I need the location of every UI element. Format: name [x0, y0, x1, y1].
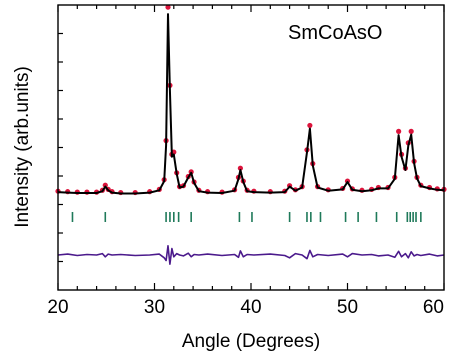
compound-label: SmCoAsO	[288, 22, 382, 44]
axis-ticks	[57, 5, 445, 290]
x-tick-label: 60	[423, 297, 444, 318]
observed-point	[165, 4, 171, 10]
x-tick-label: 50	[337, 297, 358, 318]
observed-point	[396, 128, 402, 134]
x-axis-title: Angle (Degrees)	[182, 331, 320, 352]
bragg-tick-series	[71, 212, 422, 222]
plot-frame	[57, 4, 445, 291]
observed-series	[55, 4, 447, 196]
x-tick-labels: 20 30 40 50 60	[47, 297, 444, 318]
y-axis-title: Intensity (arb.units)	[12, 66, 33, 228]
observed-point	[307, 122, 313, 129]
observed-point	[408, 128, 414, 134]
x-tick-label: 30	[144, 297, 165, 318]
difference-line	[57, 245, 445, 266]
x-tick-label: 20	[47, 297, 68, 318]
calculated-line	[57, 13, 445, 195]
difference-series	[57, 245, 445, 266]
calculated-series	[57, 13, 445, 195]
observed-point	[102, 182, 108, 188]
observed-point	[237, 165, 243, 171]
x-tick-label: 40	[240, 297, 261, 318]
